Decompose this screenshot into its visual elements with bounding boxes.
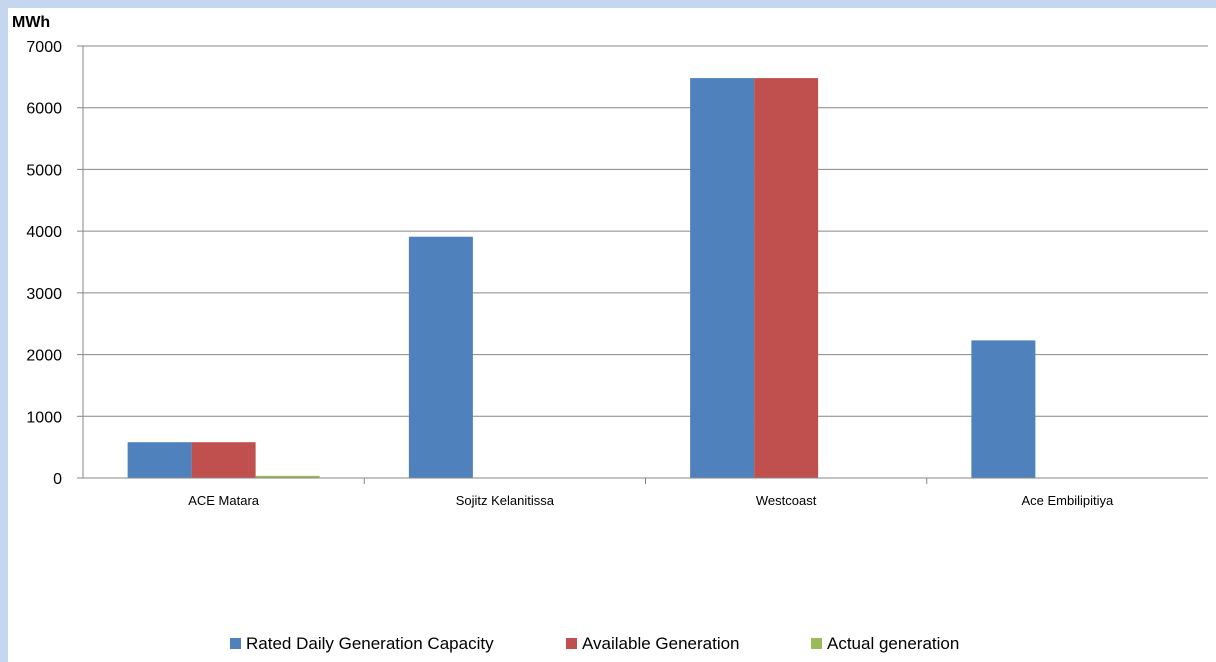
x-tick-label: ACE Matara	[188, 493, 260, 508]
legend-label-1: Rated Daily Generation Capacity	[246, 634, 494, 653]
x-tick-label: Westcoast	[756, 493, 817, 508]
y-tick-label: 4000	[26, 224, 62, 241]
x-tick-label: Ace Embilipitiya	[1021, 493, 1114, 508]
y-tick-label: 2000	[26, 348, 62, 365]
tick-labels: 0 1000 2000 3000 4000 5000 6000 7000 ACE Matara S…	[26, 39, 1114, 508]
bar-1-4	[971, 340, 1036, 478]
legend-swatch-1	[230, 638, 241, 649]
y-tick-label: 1000	[26, 409, 62, 426]
bar-3-1	[255, 475, 320, 478]
x-tick-label: Sojitz Kelanitissa	[456, 493, 555, 508]
bar-1-2	[408, 236, 473, 478]
y-tick-label: 6000	[26, 101, 62, 118]
y-axis-unit-label: MWh	[12, 14, 50, 31]
bars	[127, 78, 1036, 478]
bar-1-1	[127, 442, 192, 478]
legend: Rated Daily Generation Capacity Available…	[230, 634, 959, 653]
axes	[77, 45, 1208, 484]
bar-2-3	[754, 78, 819, 478]
y-tick-label: 3000	[26, 286, 62, 303]
legend-swatch-3	[811, 638, 822, 649]
legend-label-2: Available Generation	[582, 634, 740, 653]
y-tick-label: 7000	[26, 39, 62, 56]
bar-2-1	[191, 442, 256, 478]
y-tick-label: 0	[53, 471, 62, 488]
bar-1-3	[690, 78, 755, 478]
gridlines	[83, 45, 1208, 417]
y-tick-label: 5000	[26, 162, 62, 179]
legend-swatch-2	[566, 638, 577, 649]
legend-label-3: Actual generation	[827, 634, 959, 653]
